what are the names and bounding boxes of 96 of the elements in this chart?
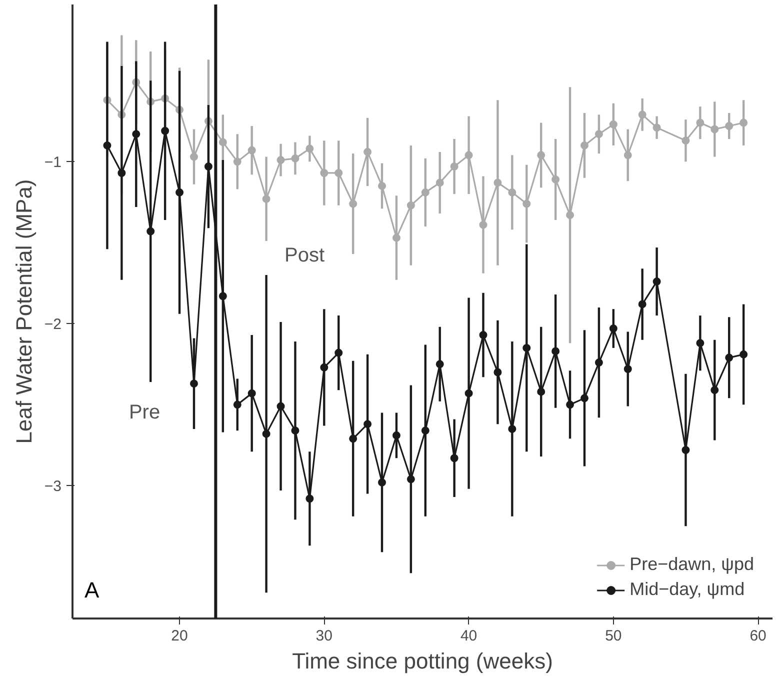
point [580, 141, 588, 150]
point [306, 144, 314, 153]
point [320, 168, 328, 177]
point [638, 110, 646, 119]
point [103, 141, 112, 150]
point [291, 426, 300, 435]
point [118, 168, 126, 177]
point [479, 331, 488, 339]
point [248, 389, 256, 398]
point [378, 478, 386, 486]
x-tick-label: 40 [460, 628, 478, 644]
y-tick-label: −1 [44, 154, 62, 172]
point [262, 194, 270, 203]
point [378, 182, 386, 190]
point [696, 118, 704, 127]
point [204, 162, 212, 170]
point [696, 339, 704, 348]
point [725, 354, 734, 362]
point [392, 234, 400, 242]
point [450, 454, 458, 462]
point [190, 380, 198, 388]
point [537, 388, 546, 396]
point [233, 400, 242, 409]
x-tick-label: 60 [750, 628, 766, 644]
point [262, 430, 270, 438]
point [306, 494, 314, 503]
point [233, 158, 242, 166]
point [710, 386, 719, 394]
point [421, 188, 430, 196]
point [334, 348, 343, 357]
point [276, 402, 285, 410]
point [682, 136, 690, 145]
point [349, 200, 358, 208]
point [609, 324, 618, 333]
point [624, 365, 632, 374]
point [421, 426, 430, 435]
point [508, 424, 516, 433]
point [190, 152, 198, 161]
y-tick-label: −3 [44, 478, 62, 496]
point [566, 400, 574, 409]
point [494, 178, 502, 187]
point [132, 130, 140, 138]
point [436, 178, 444, 187]
point [594, 358, 603, 367]
point [276, 156, 285, 164]
point [349, 434, 358, 443]
point [479, 220, 488, 229]
point [450, 162, 458, 170]
point [146, 227, 155, 236]
point [436, 360, 444, 368]
point [392, 431, 400, 440]
point [537, 151, 546, 160]
y-axis-title: Leaf Water Potential (MPa) [11, 179, 36, 444]
point [508, 188, 516, 196]
annotation: Pre [128, 402, 160, 424]
point [248, 146, 256, 154]
point [218, 292, 227, 300]
point [494, 368, 502, 376]
point [522, 344, 531, 352]
annotation: Post [284, 244, 325, 266]
y-tick-label: −2 [44, 316, 62, 334]
point [609, 120, 618, 128]
point [682, 446, 690, 454]
point [638, 300, 646, 308]
point [740, 350, 748, 358]
point [522, 200, 531, 208]
point [740, 118, 748, 127]
point [652, 124, 661, 132]
point [566, 211, 574, 220]
point [552, 347, 560, 356]
point [464, 151, 473, 160]
point [624, 151, 632, 160]
point [364, 420, 372, 428]
point [710, 125, 719, 134]
point [464, 389, 473, 398]
legend-label: Pre−dawn, ψpd [630, 554, 754, 575]
point [406, 475, 415, 484]
point [580, 394, 588, 402]
legend-label: Mid−day, ψmd [630, 579, 745, 600]
annotation: A [84, 578, 100, 602]
point [594, 130, 603, 138]
point [652, 278, 661, 286]
point [218, 138, 227, 146]
point [334, 168, 343, 177]
point [291, 154, 300, 162]
point [161, 126, 170, 135]
point [552, 175, 560, 184]
point [176, 188, 184, 196]
point [364, 148, 372, 156]
x-tick-label: 30 [316, 628, 332, 644]
point [320, 363, 328, 372]
point [406, 201, 415, 210]
x-axis-title: Time since potting (weeks) [292, 648, 553, 674]
x-tick-label: 20 [171, 628, 188, 644]
x-tick-label: 50 [605, 628, 622, 644]
point [725, 122, 734, 130]
